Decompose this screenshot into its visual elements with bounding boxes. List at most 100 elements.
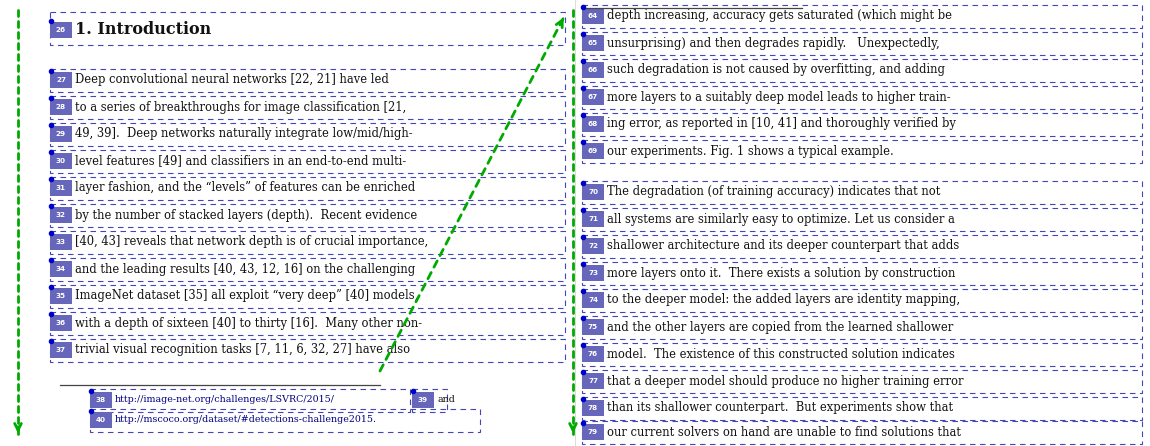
Text: ImageNet dataset [35] all exploit “very deep” [40] models,: ImageNet dataset [35] all exploit “very … xyxy=(75,289,419,302)
Text: our current solvers on hand are unable to find solutions that: our current solvers on hand are unable t… xyxy=(607,425,961,438)
Bar xyxy=(582,8,604,24)
Bar xyxy=(49,207,72,223)
Bar xyxy=(49,69,565,91)
Bar xyxy=(90,392,112,408)
Bar xyxy=(582,235,1142,257)
Text: ing error, as reported in [10, 41] and thoroughly verified by: ing error, as reported in [10, 41] and t… xyxy=(607,117,956,131)
Text: 71: 71 xyxy=(588,216,598,222)
Bar xyxy=(582,181,1142,203)
Text: that a deeper model should produce no higher training error: that a deeper model should produce no hi… xyxy=(607,375,964,388)
Text: 33: 33 xyxy=(56,239,66,245)
Text: model.  The existence of this constructed solution indicates: model. The existence of this constructed… xyxy=(607,347,954,360)
Bar xyxy=(582,143,604,159)
Text: 49, 39].  Deep networks naturally integrate low/mid/high-: 49, 39]. Deep networks naturally integra… xyxy=(75,128,413,140)
Text: 28: 28 xyxy=(56,104,66,110)
Bar xyxy=(582,32,1142,54)
Bar xyxy=(582,89,604,105)
Text: 30: 30 xyxy=(56,158,66,164)
Bar xyxy=(49,315,72,331)
Bar xyxy=(582,319,604,335)
Bar xyxy=(49,95,565,119)
Text: our experiments. Fig. 1 shows a typical example.: our experiments. Fig. 1 shows a typical … xyxy=(607,145,894,157)
Bar xyxy=(49,288,72,304)
Bar xyxy=(582,58,1142,82)
Text: more layers onto it.  There exists a solution by construction: more layers onto it. There exists a solu… xyxy=(607,267,956,280)
Text: 67: 67 xyxy=(588,94,598,100)
Text: and the leading results [40, 43, 12, 16] on the challenging: and the leading results [40, 43, 12, 16]… xyxy=(75,263,415,276)
Text: 29: 29 xyxy=(56,131,66,137)
Text: 69: 69 xyxy=(588,148,598,154)
Text: and: and xyxy=(437,396,455,405)
Text: 66: 66 xyxy=(588,67,598,73)
Text: 27: 27 xyxy=(56,77,66,83)
Text: 72: 72 xyxy=(588,243,598,249)
Bar xyxy=(49,72,72,88)
Bar xyxy=(582,4,1142,28)
Bar xyxy=(49,311,565,334)
Text: to the deeper model: the added layers are identity mapping,: to the deeper model: the added layers ar… xyxy=(607,293,960,306)
Text: depth increasing, accuracy gets saturated (which might be: depth increasing, accuracy gets saturate… xyxy=(607,9,952,22)
Bar xyxy=(582,184,604,200)
Bar xyxy=(49,126,72,142)
Bar xyxy=(582,421,1142,443)
Text: http://image-net.org/challenges/LSVRC/2015/: http://image-net.org/challenges/LSVRC/20… xyxy=(115,396,335,405)
Text: [40, 43] reveals that network depth is of crucial importance,: [40, 43] reveals that network depth is o… xyxy=(75,235,428,248)
Bar xyxy=(582,116,604,132)
Text: 77: 77 xyxy=(588,378,598,384)
Bar xyxy=(582,346,604,362)
Bar xyxy=(49,203,565,227)
Bar xyxy=(412,392,434,408)
Bar xyxy=(582,238,604,254)
Text: http://mscoco.org/dataset/#detections-challenge2015.: http://mscoco.org/dataset/#detections-ch… xyxy=(115,416,377,425)
Bar xyxy=(90,409,480,431)
Bar xyxy=(582,289,1142,311)
Text: more layers to a suitably deep model leads to higher train-: more layers to a suitably deep model lea… xyxy=(607,91,951,103)
Bar xyxy=(90,412,112,428)
Text: The degradation (of training accuracy) indicates that not: The degradation (of training accuracy) i… xyxy=(607,186,941,198)
Bar xyxy=(49,177,565,199)
Text: 76: 76 xyxy=(588,351,598,357)
Bar xyxy=(582,292,604,308)
Text: 31: 31 xyxy=(56,185,66,191)
Text: Deep convolutional neural networks [22, 21] have led: Deep convolutional neural networks [22, … xyxy=(75,74,389,87)
Bar xyxy=(49,22,72,38)
Bar xyxy=(582,265,604,281)
Text: 1. Introduction: 1. Introduction xyxy=(75,21,212,38)
Bar xyxy=(49,149,565,173)
Text: all systems are similarly easy to optimize. Let us consider a: all systems are similarly easy to optimi… xyxy=(607,212,954,226)
Text: 36: 36 xyxy=(56,320,66,326)
Text: 34: 34 xyxy=(56,266,66,272)
Text: 26: 26 xyxy=(56,27,66,33)
Bar xyxy=(582,369,1142,392)
Bar xyxy=(582,86,1142,108)
Bar xyxy=(582,343,1142,366)
Bar xyxy=(49,257,565,281)
Bar xyxy=(49,99,72,115)
Bar xyxy=(49,180,72,196)
Text: with a depth of sixteen [40] to thirty [16].  Many other non-: with a depth of sixteen [40] to thirty [… xyxy=(75,317,422,330)
Text: 79: 79 xyxy=(588,429,598,435)
Text: 32: 32 xyxy=(56,212,66,218)
Text: by the number of stacked layers (depth).  Recent evidence: by the number of stacked layers (depth).… xyxy=(75,208,417,222)
Text: 68: 68 xyxy=(588,121,598,127)
Text: 40: 40 xyxy=(95,417,106,423)
Bar xyxy=(582,62,604,78)
Bar xyxy=(582,373,604,389)
Text: shallower architecture and its deeper counterpart that adds: shallower architecture and its deeper co… xyxy=(607,240,959,252)
Bar xyxy=(90,388,411,412)
Bar xyxy=(582,396,1142,420)
Bar xyxy=(49,342,72,358)
Text: 38: 38 xyxy=(95,397,106,403)
Bar xyxy=(582,35,604,51)
Bar xyxy=(582,140,1142,162)
Bar xyxy=(582,261,1142,285)
Text: 35: 35 xyxy=(56,293,66,299)
Text: 75: 75 xyxy=(588,324,598,330)
Text: 64: 64 xyxy=(588,13,598,19)
Text: than its shallower counterpart.  But experiments show that: than its shallower counterpart. But expe… xyxy=(607,401,953,414)
Text: 39: 39 xyxy=(417,397,428,403)
Text: such degradation is not caused by overfitting, and adding: such degradation is not caused by overfi… xyxy=(607,63,945,77)
Text: 73: 73 xyxy=(588,270,598,276)
Bar xyxy=(412,388,447,412)
Text: 65: 65 xyxy=(588,40,598,46)
